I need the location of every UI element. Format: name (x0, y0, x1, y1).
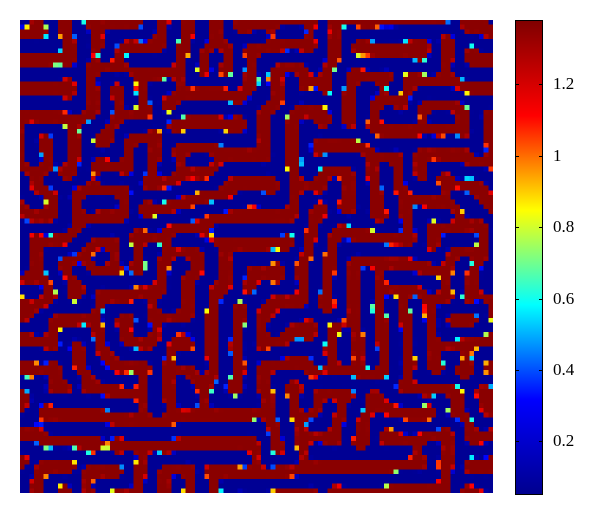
colorbar-tick-label: 0.2 (553, 431, 575, 451)
colorbar-tick-mark (515, 441, 519, 443)
colorbar-tick-label: 1.2 (553, 74, 575, 94)
colorbar-tick-mark (515, 84, 519, 86)
colorbar-tick-mark (539, 298, 543, 300)
colorbar-ticks: 0.2 0.4 0.6 0.8 1 1.2 (515, 20, 600, 495)
colorbar-gradient (515, 20, 543, 495)
colorbar-tick-label: 1 (553, 145, 562, 165)
colorbar-tick-mark (539, 84, 543, 86)
colorbar-tick-mark (539, 370, 543, 371)
colorbar-tick-mark (515, 370, 519, 371)
heatmap-plot (20, 20, 493, 493)
colorbar-tick-mark (515, 155, 519, 157)
colorbar-tick-label: 0.6 (553, 288, 575, 308)
colorbar-tick-label: 0.4 (553, 360, 575, 379)
colorbar-tick-mark (539, 155, 543, 157)
colorbar-tick-label: 0.8 (553, 217, 575, 237)
colorbar-tick-mark (515, 227, 519, 229)
colorbar-tick-mark (515, 298, 519, 300)
colorbar-tick-mark (539, 441, 543, 443)
colorbar-tick-mark (539, 227, 543, 229)
